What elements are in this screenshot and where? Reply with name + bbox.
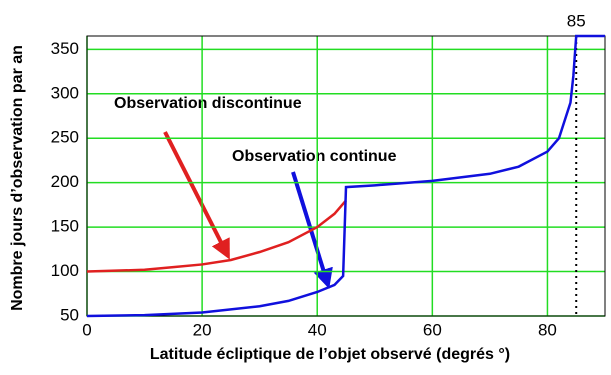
y-axis-label: Nombre jours d’observation par an [9,45,26,311]
data-line [86,34,605,318]
y-tick-label: 100 [51,261,79,280]
y-tick-label: 150 [51,217,79,236]
y-tick-label: 50 [60,305,79,324]
x-tick-label: 0 [82,320,91,339]
x-tick-label: 80 [538,320,557,339]
data-line [86,199,347,273]
arrow [163,131,230,260]
reference-label: 85 [567,11,586,30]
y-tick-label: 200 [51,172,79,191]
arrow [291,171,333,289]
plot-frame [86,35,606,317]
y-tick-label: 350 [51,39,79,58]
y-tick-label: 250 [51,128,79,147]
annotation: Observation discontinue [114,95,302,112]
x-tick-label: 40 [308,320,327,339]
x-tick-label: 20 [193,320,212,339]
x-tick-label: 60 [423,320,442,339]
annotation: Observation continue [232,148,397,165]
y-tick-label: 300 [51,83,79,102]
x-axis-label: Latitude écliptique de l’objet observé (… [150,346,510,363]
